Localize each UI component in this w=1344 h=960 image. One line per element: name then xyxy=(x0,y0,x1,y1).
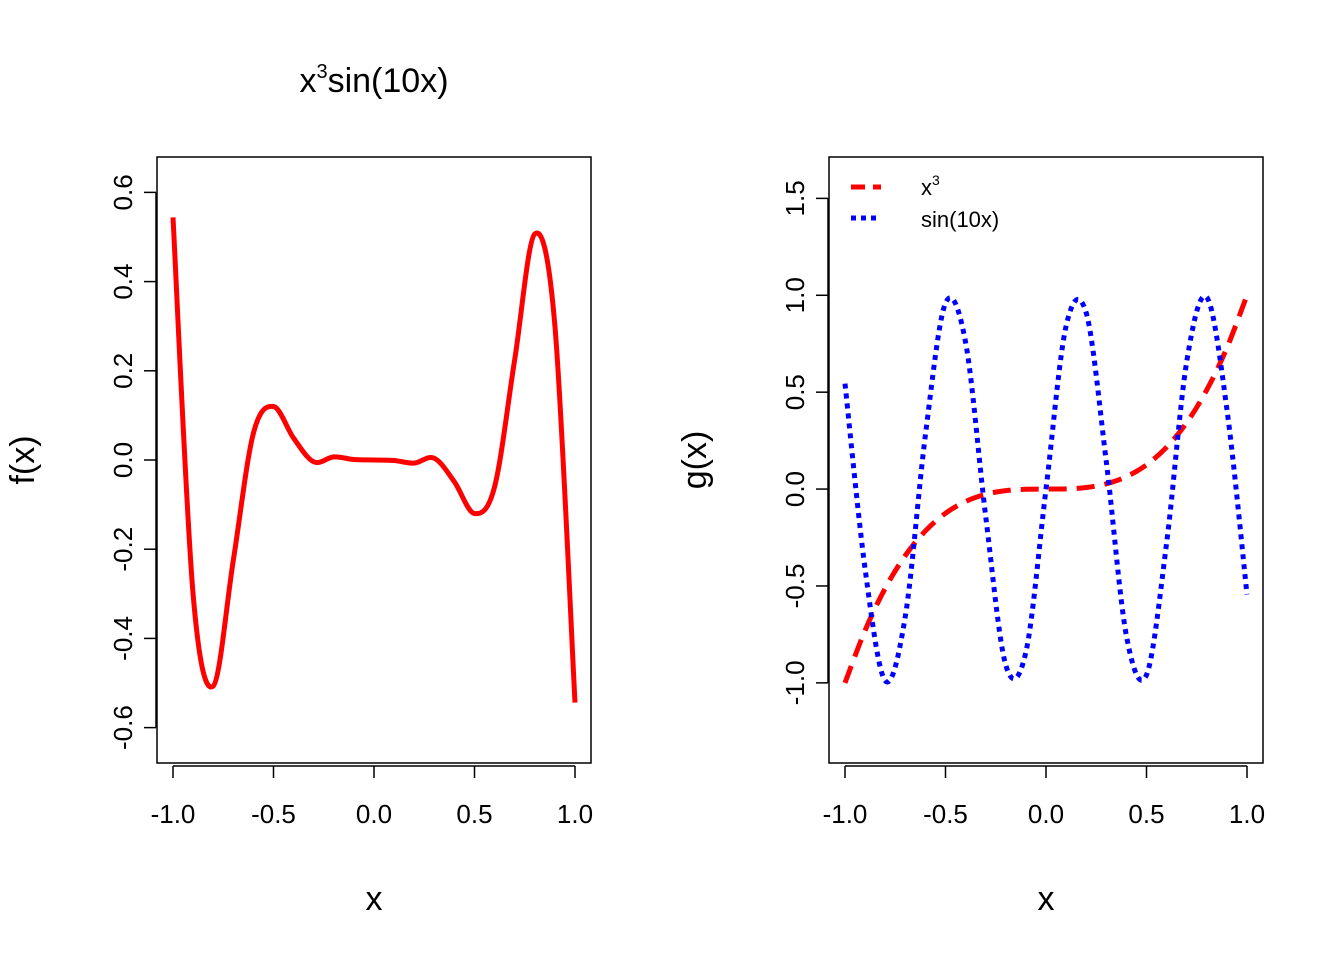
left-x-tick-label: 0.5 xyxy=(456,799,492,829)
left-x-tick-label: -0.5 xyxy=(251,799,296,829)
left-series-1-line xyxy=(170,217,578,703)
left-y-tick-label: 0.4 xyxy=(108,264,138,300)
left-plot-frame xyxy=(156,156,592,764)
right-y-tick-label: 1.5 xyxy=(780,180,810,216)
legend: x3 sin(10x) xyxy=(851,172,999,232)
right-x-axis-title: x xyxy=(1038,880,1055,918)
right-x-tick-label: -1.0 xyxy=(823,799,868,829)
right-y-axis-title: g(x) xyxy=(676,431,714,490)
right-panel: -1.0 -0.5 0.0 0.5 1.0 -1.0 -0.5 0.0 0.5 1.0 1.5 x… xyxy=(676,156,1265,918)
left-panel: x3sin(10x) -1.0 -0.5 0.0 0.5 1.0 -0.6-0.4-0.… xyxy=(4,61,593,918)
left-y-tick-label: 0.2 xyxy=(108,353,138,389)
right-series-group xyxy=(842,293,1250,685)
right-x-tick-label: 1.0 xyxy=(1229,799,1265,829)
right-y-tick-label: 1.0 xyxy=(780,277,810,313)
left-y-axis: -0.6 -0.4 -0.2 0.0 0.2 0.4 0.6 xyxy=(108,174,157,750)
left-x-tick-label: 0.0 xyxy=(356,799,392,829)
left-y-tick-label: -0.2 xyxy=(108,527,138,572)
left-x-axis-title: x xyxy=(366,880,383,918)
right-x-axis: -1.0 -0.5 0.0 0.5 1.0 xyxy=(823,765,1265,829)
right-x-tick-label: -0.5 xyxy=(923,799,968,829)
right-y-tick-label: 0.5 xyxy=(780,374,810,410)
left-x-axis: -1.0 -0.5 0.0 0.5 1.0 xyxy=(151,765,593,829)
right-x-tick-label: 0.5 xyxy=(1128,799,1164,829)
right-y-tick-label: -0.5 xyxy=(780,564,810,609)
left-y-tick-label: 0.6 xyxy=(108,174,138,210)
left-y-tick-label: -0.6 xyxy=(108,705,138,750)
left-x-tick-label: 1.0 xyxy=(557,799,593,829)
right-y-tick-label: -1.0 xyxy=(780,660,810,705)
legend-label-series-2: sin(10x) xyxy=(921,207,999,232)
right-x-tick-label: 0.0 xyxy=(1028,799,1064,829)
right-y-tick-label: 0.0 xyxy=(780,471,810,507)
left-y-tick-label: 0.0 xyxy=(108,442,138,478)
right-y-axis: -1.0 -0.5 0.0 0.5 1.0 1.5 xyxy=(780,180,829,705)
left-y-tick-label: -0.4 xyxy=(108,616,138,661)
left-x-tick-label: -1.0 xyxy=(151,799,196,829)
left-chart-title: x3sin(10x) xyxy=(299,61,448,100)
left-y-axis-title: f(x) xyxy=(4,435,42,484)
left-series-group xyxy=(170,217,578,703)
right-series-2-line xyxy=(842,293,1250,685)
legend-label-series-1: x3 xyxy=(921,172,940,200)
right-plot-frame xyxy=(828,156,1264,764)
